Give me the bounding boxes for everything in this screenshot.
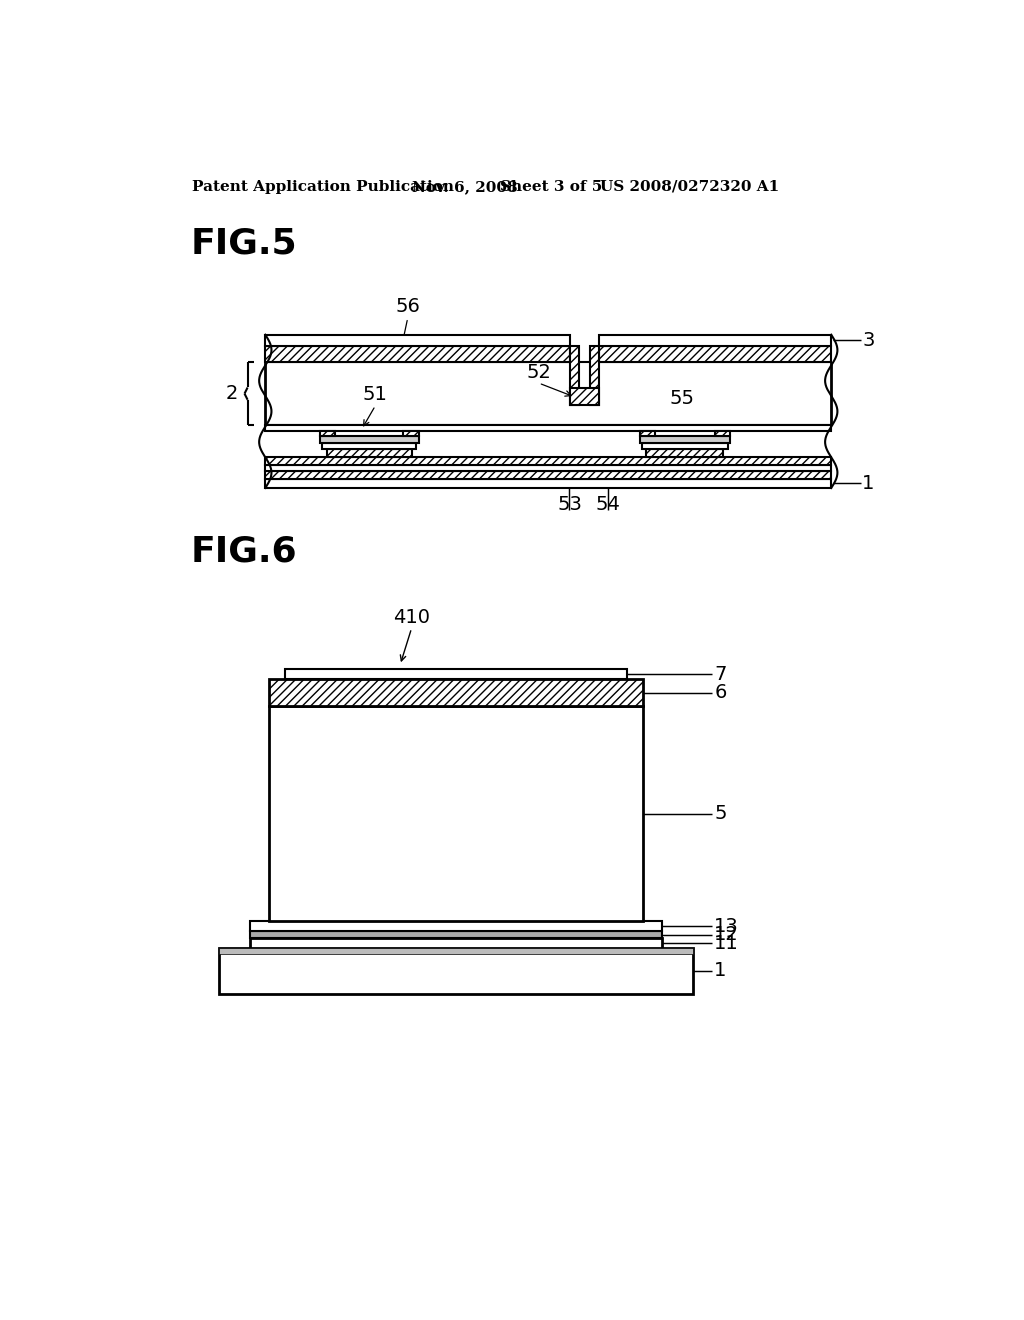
Bar — [265, 479, 831, 488]
Text: 3: 3 — [862, 330, 874, 350]
Text: 52: 52 — [526, 363, 551, 381]
Bar — [590, 346, 599, 405]
Text: Sheet 3 of 5: Sheet 3 of 5 — [500, 180, 602, 194]
Text: 54: 54 — [596, 495, 621, 515]
Bar — [219, 948, 692, 994]
Bar — [285, 669, 628, 678]
Text: 12: 12 — [714, 925, 739, 944]
Text: Nov. 6, 2008: Nov. 6, 2008 — [412, 180, 517, 194]
Text: 56: 56 — [395, 297, 420, 317]
Text: 1: 1 — [714, 961, 727, 981]
Bar — [599, 346, 831, 363]
Bar — [269, 706, 643, 921]
Text: US 2008/0272320 A1: US 2008/0272320 A1 — [600, 180, 779, 194]
Bar — [642, 442, 728, 449]
Bar — [319, 437, 419, 442]
Bar — [265, 465, 831, 471]
Bar — [570, 388, 599, 405]
Bar — [269, 678, 643, 706]
Text: FIG.6: FIG.6 — [190, 535, 297, 568]
Text: 410: 410 — [393, 607, 430, 627]
Text: 2: 2 — [226, 384, 239, 403]
Bar — [250, 939, 662, 948]
Bar — [570, 346, 580, 405]
Text: Patent Application Publication: Patent Application Publication — [193, 180, 455, 194]
Bar — [403, 432, 419, 437]
Text: 53: 53 — [557, 495, 582, 515]
Bar — [250, 921, 662, 931]
Bar — [265, 471, 831, 479]
Text: 5: 5 — [714, 804, 727, 824]
Text: 11: 11 — [714, 933, 739, 953]
Text: 1: 1 — [862, 474, 874, 492]
Bar — [265, 346, 570, 363]
Bar — [640, 432, 655, 437]
Bar — [265, 457, 831, 465]
Bar — [265, 335, 570, 346]
Text: 55: 55 — [670, 389, 694, 408]
Text: 13: 13 — [714, 916, 739, 936]
Bar — [646, 449, 724, 457]
Bar — [319, 432, 336, 437]
Bar — [327, 449, 412, 457]
Bar — [250, 931, 662, 939]
Bar — [323, 442, 416, 449]
Bar — [599, 335, 831, 346]
Text: 7: 7 — [714, 665, 727, 684]
Bar — [715, 432, 730, 437]
Bar — [640, 437, 730, 442]
Bar — [219, 948, 692, 954]
Text: FIG.5: FIG.5 — [190, 226, 297, 260]
Text: 6: 6 — [714, 684, 727, 702]
Bar — [265, 425, 831, 430]
Text: 51: 51 — [362, 385, 388, 404]
